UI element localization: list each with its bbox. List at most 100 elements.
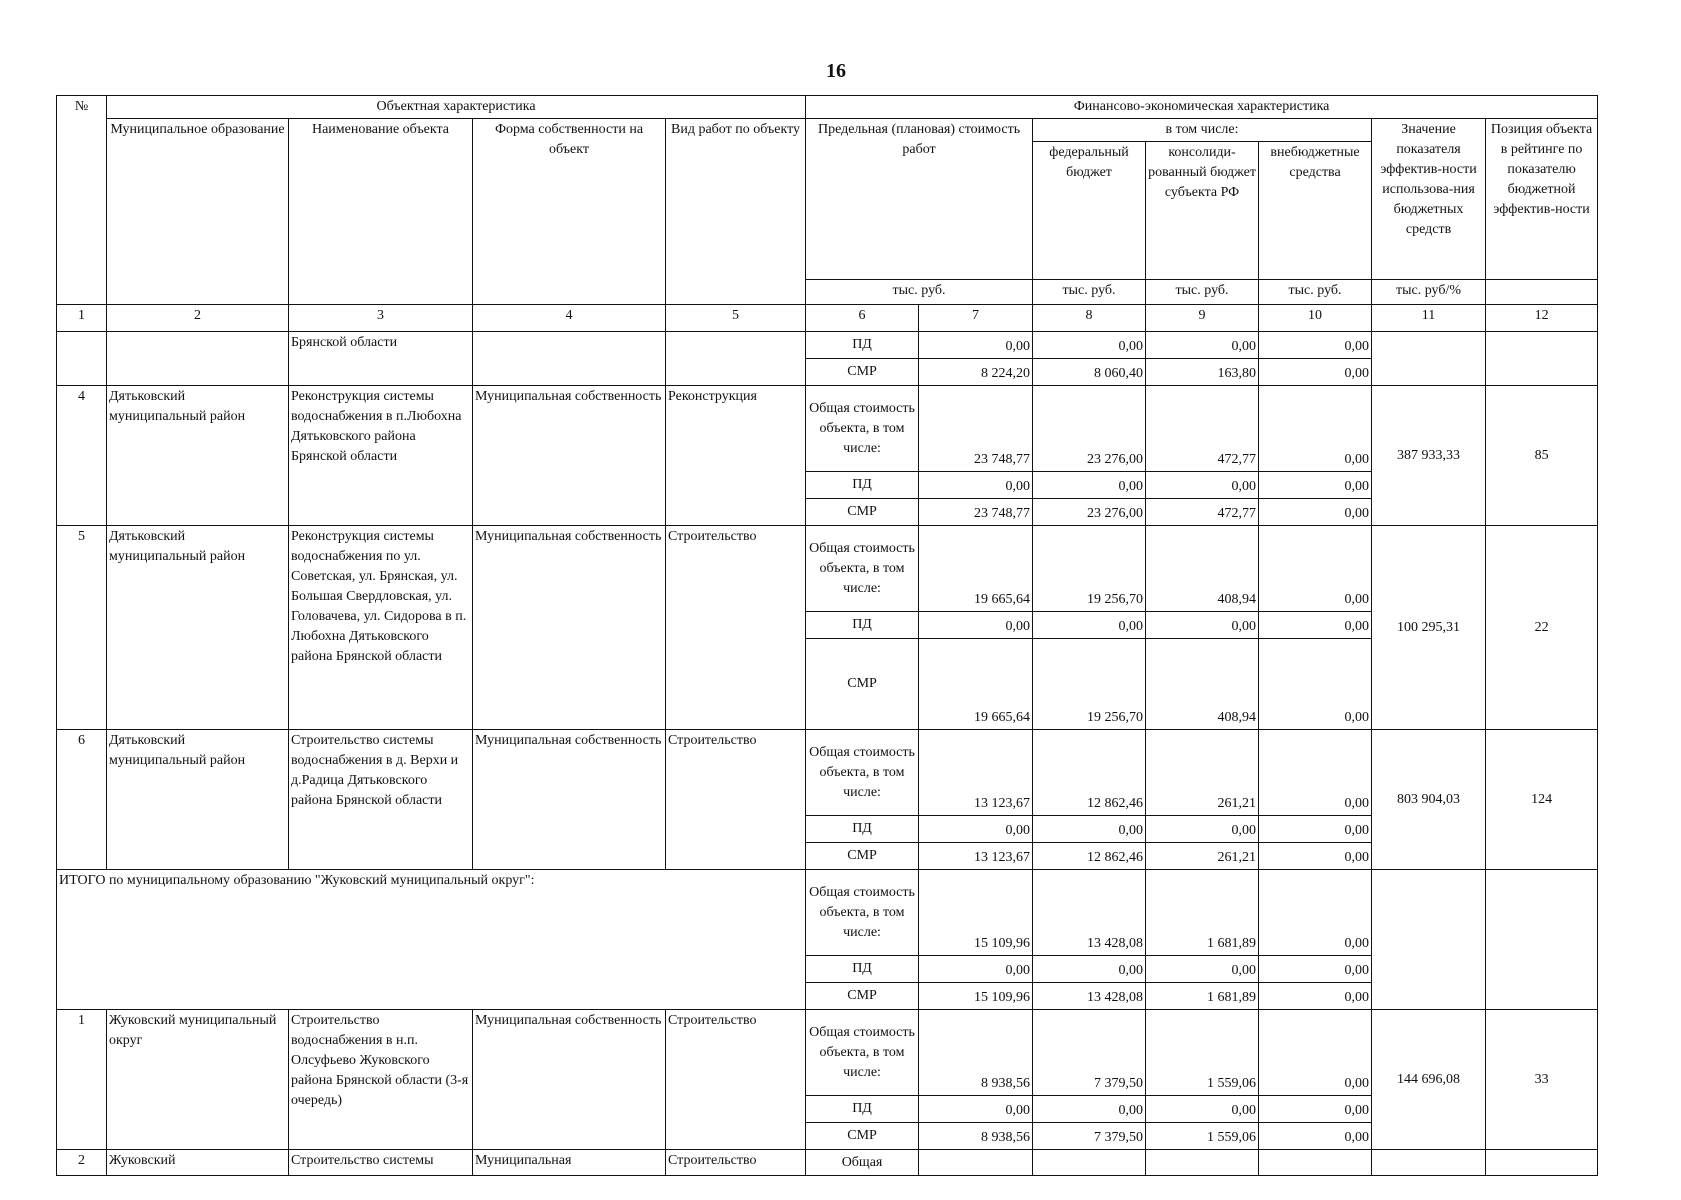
amount-cell: 7 379,50 bbox=[1032, 1009, 1147, 1096]
cost-type: Общая стоимость объекта, в том числе: bbox=[805, 525, 920, 612]
unit-cell: тыс. руб. bbox=[1145, 279, 1260, 305]
amount-cell: 12 862,46 bbox=[1032, 842, 1147, 870]
column-number: 11 bbox=[1371, 304, 1487, 332]
row-number: 1 bbox=[56, 1009, 107, 1150]
table-row: 5 Дятьковский муниципальный район Реконстр… bbox=[56, 525, 1599, 730]
header-cell: Вид работ по объекту bbox=[664, 118, 807, 305]
amount-cell: 0,00 bbox=[1258, 331, 1373, 359]
cost-type: СМР bbox=[805, 1122, 920, 1150]
amount-cell: 0,00 bbox=[1258, 729, 1373, 816]
work-type-cell: Строительство bbox=[664, 1149, 807, 1176]
object-cell: Строительство водоснабжения в н.п. Олсуф… bbox=[288, 1009, 473, 1150]
amount-cell: 0,00 bbox=[1145, 471, 1260, 499]
amount-cell: 0,00 bbox=[1258, 1095, 1373, 1123]
table-body: Брянской области ПД 0,00 0,00 0,00 0,00 СМР 8 2… bbox=[55, 331, 1599, 1176]
efficiency-cell bbox=[1371, 331, 1487, 386]
amount-cell bbox=[1258, 1149, 1373, 1176]
efficiency-cell: 144 696,08 bbox=[1371, 1009, 1487, 1150]
cost-type: ПД bbox=[805, 815, 920, 843]
amount-cell: 261,21 bbox=[1145, 842, 1260, 870]
cost-type: ПД bbox=[805, 471, 920, 499]
rank-cell: 124 bbox=[1485, 729, 1599, 870]
cost-type: СМР bbox=[805, 498, 920, 526]
total-label: ИТОГО по муниципальному образованию "Жук… bbox=[55, 869, 807, 1010]
amount-cell: 8 060,40 bbox=[1032, 358, 1147, 386]
column-number: 10 bbox=[1258, 304, 1373, 332]
ownership-cell: Муниципальная собственность bbox=[472, 385, 666, 526]
amount-cell: 0,00 bbox=[1258, 638, 1373, 730]
header-cell: Форма собственности на объект bbox=[472, 118, 666, 305]
work-type-cell: Строительство bbox=[664, 1009, 807, 1150]
table-row: СМР 8 224,20 8 060,40 163,80 0,00 bbox=[57, 358, 1598, 386]
object-cell: Строительство системы водоснабжения в д.… bbox=[288, 729, 473, 870]
amount-cell: 0,00 bbox=[918, 815, 1034, 843]
amount-cell: 0,00 bbox=[1258, 982, 1373, 1010]
amount-cell: 0,00 bbox=[1258, 471, 1373, 499]
rank-cell bbox=[1485, 869, 1599, 1010]
amount-cell: 0,00 bbox=[918, 955, 1034, 983]
table-row: 4 Дятьковский муниципальный район Реконстр… bbox=[56, 385, 1599, 526]
column-number: 8 bbox=[1032, 304, 1147, 332]
header-cell: Финансово-экономическая характеристика bbox=[805, 95, 1599, 119]
amount-cell: 13 428,08 bbox=[1032, 869, 1147, 956]
amount-cell: 1 559,06 bbox=[1145, 1009, 1260, 1096]
ownership-cell bbox=[472, 331, 666, 386]
header-cell: № bbox=[56, 95, 107, 305]
municipality-cell bbox=[106, 331, 289, 386]
amount-cell: 0,00 bbox=[1032, 471, 1147, 499]
amount-cell: 0,00 bbox=[1258, 385, 1373, 472]
municipality-cell: Дятьковский муниципальный район bbox=[106, 385, 289, 526]
table-row: СМР 23 748,77 23 276,00 472,77 0,00 bbox=[57, 498, 1598, 526]
amount-cell: 0,00 bbox=[1145, 815, 1260, 843]
amount-cell: 0,00 bbox=[1258, 815, 1373, 843]
rank-cell: 85 bbox=[1485, 385, 1599, 526]
page-number: 16 bbox=[826, 60, 846, 82]
object-cell: Брянской области bbox=[288, 331, 473, 386]
efficiency-cell bbox=[1371, 1149, 1487, 1176]
cost-type: ПД bbox=[805, 331, 920, 359]
ownership-cell: Муниципальная собственность bbox=[472, 1009, 666, 1150]
amount-cell: 408,94 bbox=[1145, 525, 1260, 612]
ownership-cell: Муниципальная собственность bbox=[472, 729, 666, 870]
amount-cell: 8 224,20 bbox=[918, 358, 1034, 386]
amount-cell: 19 256,70 bbox=[1032, 638, 1147, 730]
amount-cell: 0,00 bbox=[1258, 498, 1373, 526]
cost-type: Общая стоимость объекта, в том числе: bbox=[805, 1009, 920, 1096]
amount-cell: 408,94 bbox=[1145, 638, 1260, 730]
amount-cell: 15 109,96 bbox=[918, 982, 1034, 1010]
municipality-cell: Жуковский bbox=[106, 1149, 289, 1176]
header-cell: Позиция объекта в рейтинге по показателю… bbox=[1485, 118, 1599, 280]
work-type-cell: Реконструкция bbox=[664, 385, 807, 526]
amount-cell: 1 559,06 bbox=[1145, 1122, 1260, 1150]
amount-cell: 7 379,50 bbox=[1032, 1122, 1147, 1150]
rank-cell: 22 bbox=[1485, 525, 1599, 730]
amount-cell: 0,00 bbox=[918, 331, 1034, 359]
amount-cell: 261,21 bbox=[1145, 729, 1260, 816]
amount-cell: 0,00 bbox=[1145, 331, 1260, 359]
amount-cell: 23 276,00 bbox=[1032, 385, 1147, 472]
cost-type: Общая стоимость объекта, в том числе: bbox=[805, 869, 920, 956]
efficiency-cell: 100 295,31 bbox=[1371, 525, 1487, 730]
table-row: СМР 8 938,56 7 379,50 1 559,06 0,00 bbox=[57, 1122, 1598, 1150]
table-row: СМР 15 109,96 13 428,08 1 681,89 0,00 bbox=[57, 982, 1598, 1010]
cost-type: Общая стоимость объекта, в том числе: bbox=[805, 729, 920, 816]
work-type-cell: Строительство bbox=[664, 729, 807, 870]
table-row: ИТОГО по муниципальному образованию "Жук… bbox=[55, 869, 1599, 1010]
ownership-cell: Муниципальная bbox=[472, 1149, 666, 1176]
amount-cell: 0,00 bbox=[1145, 955, 1260, 983]
efficiency-cell: 803 904,03 bbox=[1371, 729, 1487, 870]
ownership-cell: Муниципальная собственность bbox=[472, 525, 666, 730]
table-row: СМР 19 665,64 19 256,70 408,94 0,00 bbox=[57, 638, 1598, 730]
header-cell: в том числе: bbox=[1032, 118, 1373, 142]
row-number: 4 bbox=[56, 385, 107, 526]
amount-cell: 8 938,56 bbox=[918, 1122, 1034, 1150]
column-numbers: 1 2 3 4 5 6 7 8 9 10 11 12 bbox=[56, 304, 1599, 332]
municipality-cell: Дятьковский муниципальный район bbox=[106, 729, 289, 870]
amount-cell: 0,00 bbox=[918, 611, 1034, 639]
unit-cell bbox=[1485, 279, 1599, 305]
cost-type: Общая стоимость объекта, в том числе: bbox=[805, 385, 920, 472]
table-row: ПД 0,00 0,00 0,00 0,00 bbox=[57, 471, 1598, 499]
cost-type: Общая bbox=[805, 1149, 920, 1176]
amount-cell: 13 123,67 bbox=[918, 842, 1034, 870]
header-cell: Значение показателя эффектив-ности испол… bbox=[1371, 118, 1487, 280]
